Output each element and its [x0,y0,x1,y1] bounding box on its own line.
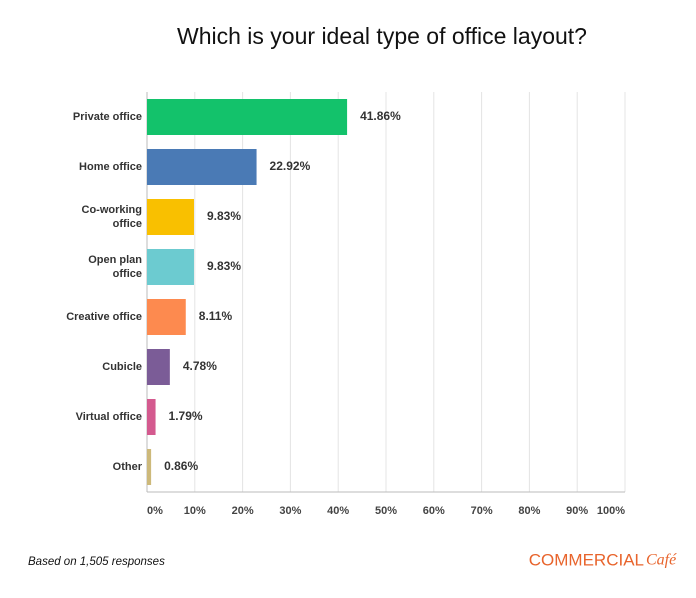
x-tick-label: 30% [279,505,301,517]
value-label: 9.83% [207,209,241,223]
y-tick-label: Creative office [66,311,142,323]
value-label: 1.79% [169,409,203,423]
x-tick-label: 10% [184,505,206,517]
y-tick-label: Home office [79,161,142,173]
value-label: 0.86% [164,459,198,473]
bar [147,149,257,185]
x-tick-label: 90% [566,505,588,517]
x-tick-label: 100% [597,505,625,517]
bar [147,199,194,235]
bar [147,449,152,485]
bar [147,299,186,335]
value-label: 4.78% [183,359,217,373]
x-tick-label: 20% [232,505,254,517]
bar [147,99,348,135]
y-tick-label: Other [112,461,142,473]
brand: COMMERCIAL [529,550,644,569]
bar [147,399,156,435]
x-tick-label: 50% [375,505,397,517]
y-tick-label: Open plan office [88,254,142,280]
y-tick-label: Cubicle [102,361,142,373]
value-label: 22.92% [270,159,311,173]
value-label: 41.86% [360,109,401,123]
x-tick-label: 60% [423,505,445,517]
bar [147,249,194,285]
x-tick-label: 70% [471,505,493,517]
y-tick-label: Private office [72,111,142,123]
footnote: Based on 1,505 responses [28,556,165,568]
x-tick-label: 0% [147,505,163,517]
value-label: 9.83% [207,259,241,273]
bar [147,349,170,385]
x-tick-label: 40% [327,505,349,517]
chart-title: Which is your ideal type of office layou… [177,23,587,49]
x-tick-label: 80% [518,505,540,517]
y-tick-label: Virtual office [75,411,142,423]
y-tick-label: Co-working office [81,204,143,230]
brand-suffix: Café [646,552,677,569]
value-label: 8.11% [199,309,233,323]
